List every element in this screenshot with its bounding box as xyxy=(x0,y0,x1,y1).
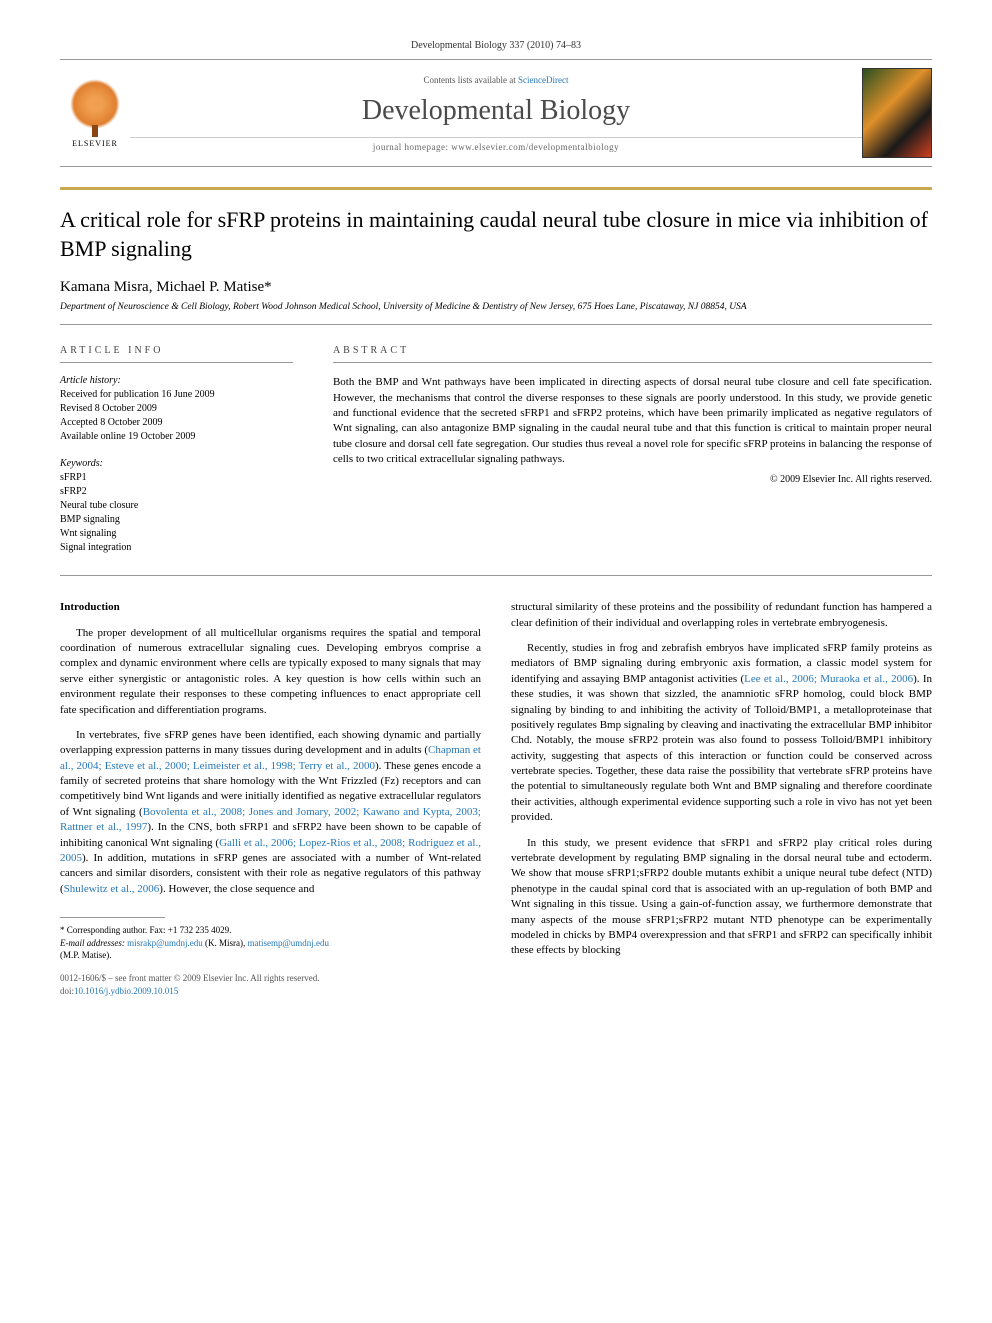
keyword: Neural tube closure xyxy=(60,499,293,513)
front-matter-line: 0012-1606/$ – see front matter © 2009 El… xyxy=(60,972,481,985)
email-who: (K. Misra), xyxy=(203,938,248,948)
doi-link[interactable]: 10.1016/j.ydbio.2009.10.015 xyxy=(74,986,178,996)
authors: Kamana Misra, Michael P. Matise xyxy=(60,279,264,295)
journal-cover-thumb xyxy=(862,68,932,158)
email-label: E-mail addresses: xyxy=(60,938,127,948)
abstract-copyright: © 2009 Elsevier Inc. All rights reserved… xyxy=(333,474,932,485)
corresponding-footnote: * Corresponding author. Fax: +1 732 235 … xyxy=(60,924,481,937)
authors-line: Kamana Misra, Michael P. Matise* xyxy=(60,279,932,296)
history-item: Available online 19 October 2009 xyxy=(60,430,293,444)
homepage-url[interactable]: www.elsevier.com/developmentalbiology xyxy=(451,142,619,152)
citation-link[interactable]: Lee et al., 2006; Muraoka et al., 2006 xyxy=(744,673,913,685)
abstract-text: Both the BMP and Wnt pathways have been … xyxy=(333,375,932,467)
article-page: Developmental Biology 337 (2010) 74–83 E… xyxy=(0,0,992,1037)
history-item: Revised 8 October 2009 xyxy=(60,402,293,416)
email-link[interactable]: matisemp@umdnj.edu xyxy=(247,938,329,948)
email-who: (M.P. Matise). xyxy=(60,950,112,960)
body-paragraph: In this study, we present evidence that … xyxy=(511,836,932,959)
header-center: Contents lists available at ScienceDirec… xyxy=(130,75,862,152)
body-text-span: ). In these studies, it was shown that s… xyxy=(511,673,932,824)
history-item: Received for publication 16 June 2009 xyxy=(60,388,293,402)
keyword: Wnt signaling xyxy=(60,527,293,541)
keyword: sFRP1 xyxy=(60,471,293,485)
history-label: Article history: xyxy=(60,375,293,386)
body-paragraph: Recently, studies in frog and zebrafish … xyxy=(511,641,932,826)
footnote-rule xyxy=(60,917,165,918)
citation-link[interactable]: Shulewitz et al., 2006 xyxy=(64,883,160,895)
body-paragraph: In vertebrates, five sFRP genes have bee… xyxy=(60,728,481,897)
keyword: sFRP2 xyxy=(60,485,293,499)
contents-prefix: Contents lists available at xyxy=(424,75,518,85)
body-right-column: structural similarity of these proteins … xyxy=(511,600,932,997)
corresponding-mark: * xyxy=(264,279,272,295)
keywords-label: Keywords: xyxy=(60,458,293,469)
info-abstract-row: article info Article history: Received f… xyxy=(60,345,932,576)
body-text-span: ). However, the close sequence and xyxy=(159,883,314,895)
affiliation: Department of Neuroscience & Cell Biolog… xyxy=(60,302,932,325)
elsevier-tree-icon xyxy=(70,79,120,129)
keyword: Signal integration xyxy=(60,541,293,555)
body-left-column: Introduction The proper development of a… xyxy=(60,600,481,997)
body-paragraph: structural similarity of these proteins … xyxy=(511,600,932,631)
body-text-span: In vertebrates, five sFRP genes have bee… xyxy=(60,729,481,756)
article-info-column: article info Article history: Received f… xyxy=(60,345,293,555)
publisher-name: ELSEVIER xyxy=(72,139,118,148)
body-paragraph: The proper development of all multicellu… xyxy=(60,626,481,718)
gold-rule xyxy=(60,187,932,190)
abstract-label: abstract xyxy=(333,345,932,363)
doi-block: 0012-1606/$ – see front matter © 2009 El… xyxy=(60,972,481,997)
body-columns: Introduction The proper development of a… xyxy=(60,600,932,997)
homepage-prefix: journal homepage: xyxy=(373,142,451,152)
email-link[interactable]: misrakp@umdnj.edu xyxy=(127,938,203,948)
journal-title: Developmental Biology xyxy=(130,95,862,127)
journal-header-bar: ELSEVIER Contents lists available at Sci… xyxy=(60,59,932,167)
running-header: Developmental Biology 337 (2010) 74–83 xyxy=(60,40,932,51)
email-footnote: E-mail addresses: misrakp@umdnj.edu (K. … xyxy=(60,937,481,962)
keyword: BMP signaling xyxy=(60,513,293,527)
article-title: A critical role for sFRP proteins in mai… xyxy=(60,206,932,263)
article-info-label: article info xyxy=(60,345,293,363)
introduction-heading: Introduction xyxy=(60,600,481,615)
homepage-line: journal homepage: www.elsevier.com/devel… xyxy=(130,137,862,152)
elsevier-logo: ELSEVIER xyxy=(60,78,130,148)
history-item: Accepted 8 October 2009 xyxy=(60,416,293,430)
sciencedirect-link[interactable]: ScienceDirect xyxy=(518,75,568,85)
abstract-column: abstract Both the BMP and Wnt pathways h… xyxy=(333,345,932,555)
doi-prefix: doi: xyxy=(60,986,74,996)
contents-line: Contents lists available at ScienceDirec… xyxy=(130,75,862,85)
